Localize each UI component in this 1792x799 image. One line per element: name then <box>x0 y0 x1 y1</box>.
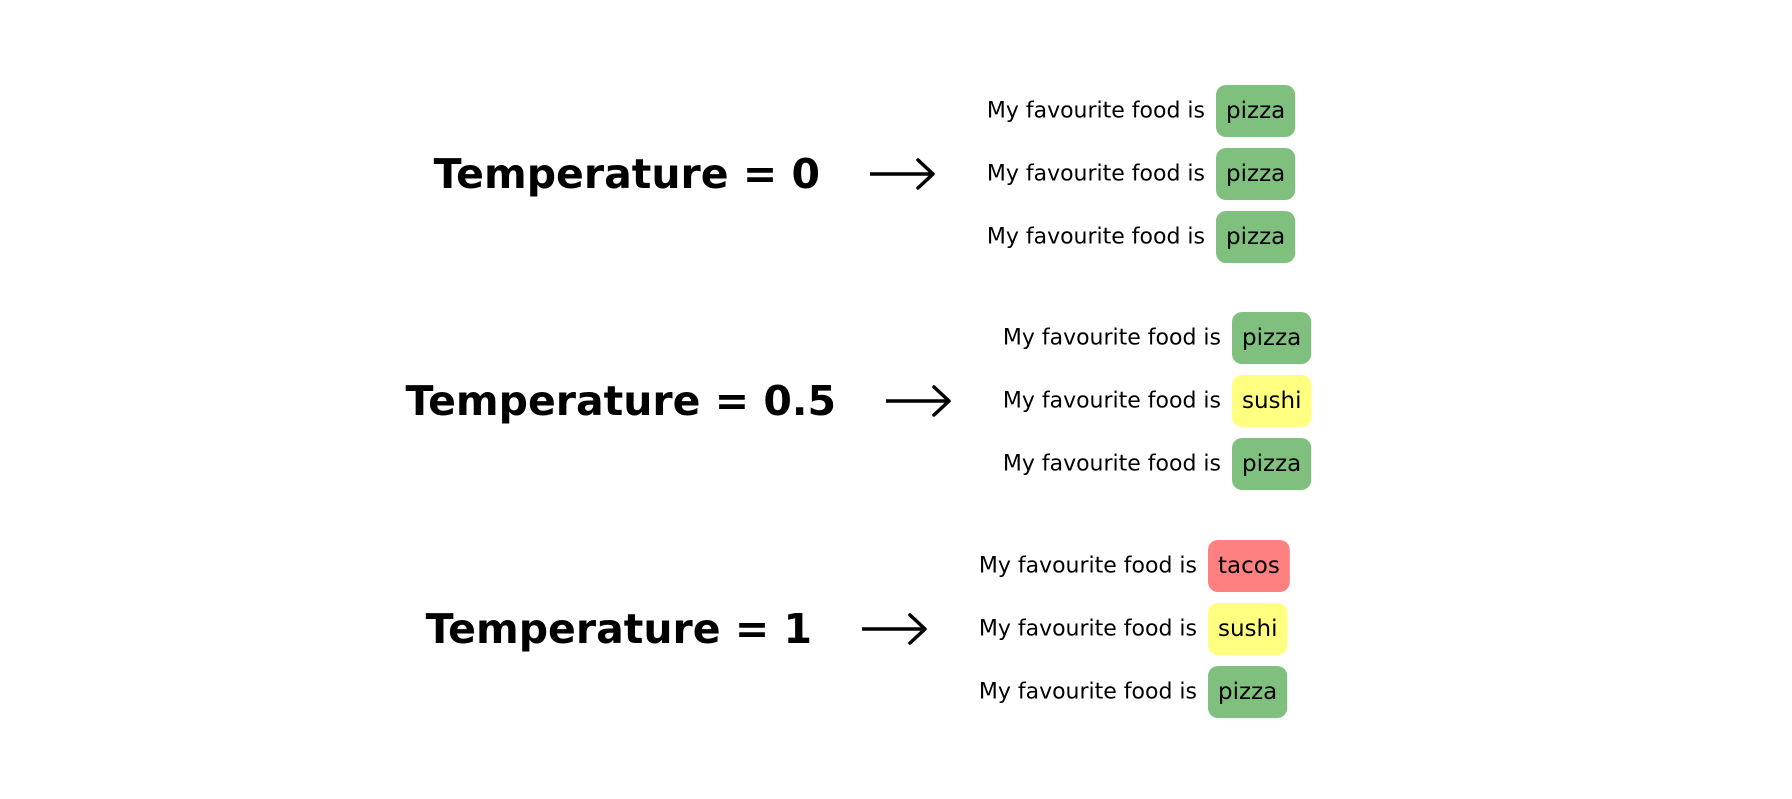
token-text: pizza <box>1226 98 1285 124</box>
token-text: pizza <box>1242 325 1301 351</box>
token-chip <box>1216 85 1296 137</box>
arrow-head <box>916 158 935 190</box>
token-text: sushi <box>1218 616 1278 642</box>
token-chip <box>1232 312 1312 364</box>
token-chip <box>1208 603 1288 655</box>
prompt-text: My favourite food is <box>979 680 1197 705</box>
token-text: pizza <box>1226 224 1285 250</box>
prompt-text: My favourite food is <box>979 617 1197 642</box>
token-text: tacos <box>1218 553 1280 579</box>
token-chip <box>1216 148 1296 200</box>
prompt-text: My favourite food is <box>979 554 1197 579</box>
prompt-text: My favourite food is <box>987 99 1205 124</box>
token-chip <box>1208 666 1288 718</box>
prompt-text: My favourite food is <box>987 225 1205 250</box>
token-text: pizza <box>1218 679 1277 705</box>
token-chip <box>1208 540 1290 592</box>
prompt-text: My favourite food is <box>1003 452 1221 477</box>
temperature-label: Temperature = 0.5 <box>406 377 836 425</box>
completion-row: My favourite food is pizza <box>987 148 1296 200</box>
token-text: pizza <box>1226 161 1285 187</box>
temperature-group: Temperature = 0.5 My favourite food is piz… <box>406 312 1312 490</box>
temperature-label: Temperature = 0 <box>434 150 820 198</box>
completion-row: My favourite food is sushi <box>979 603 1288 655</box>
token-chip <box>1232 438 1312 490</box>
completion-row: My favourite food is pizza <box>1003 312 1312 364</box>
completion-row: My favourite food is pizza <box>1003 438 1312 490</box>
prompt-text: My favourite food is <box>1003 326 1221 351</box>
temperature-group: Temperature = 0 My favourite food is pizza… <box>434 85 1296 263</box>
completion-row: My favourite food is pizza <box>987 85 1296 137</box>
prompt-text: My favourite food is <box>987 162 1205 187</box>
completion-row: My favourite food is tacos <box>979 540 1290 592</box>
temperature-label: Temperature = 1 <box>426 605 812 653</box>
token-text: sushi <box>1242 388 1302 414</box>
temperature-group: Temperature = 1 My favourite food is tacos… <box>426 540 1290 718</box>
arrow-head <box>932 385 951 417</box>
token-chip <box>1216 211 1296 263</box>
completion-row: My favourite food is pizza <box>987 211 1296 263</box>
arrow-head <box>908 613 927 645</box>
token-text: pizza <box>1242 451 1301 477</box>
token-chip <box>1232 375 1312 427</box>
prompt-text: My favourite food is <box>1003 389 1221 414</box>
completion-row: My favourite food is sushi <box>1003 375 1312 427</box>
completion-row: My favourite food is pizza <box>979 666 1288 718</box>
